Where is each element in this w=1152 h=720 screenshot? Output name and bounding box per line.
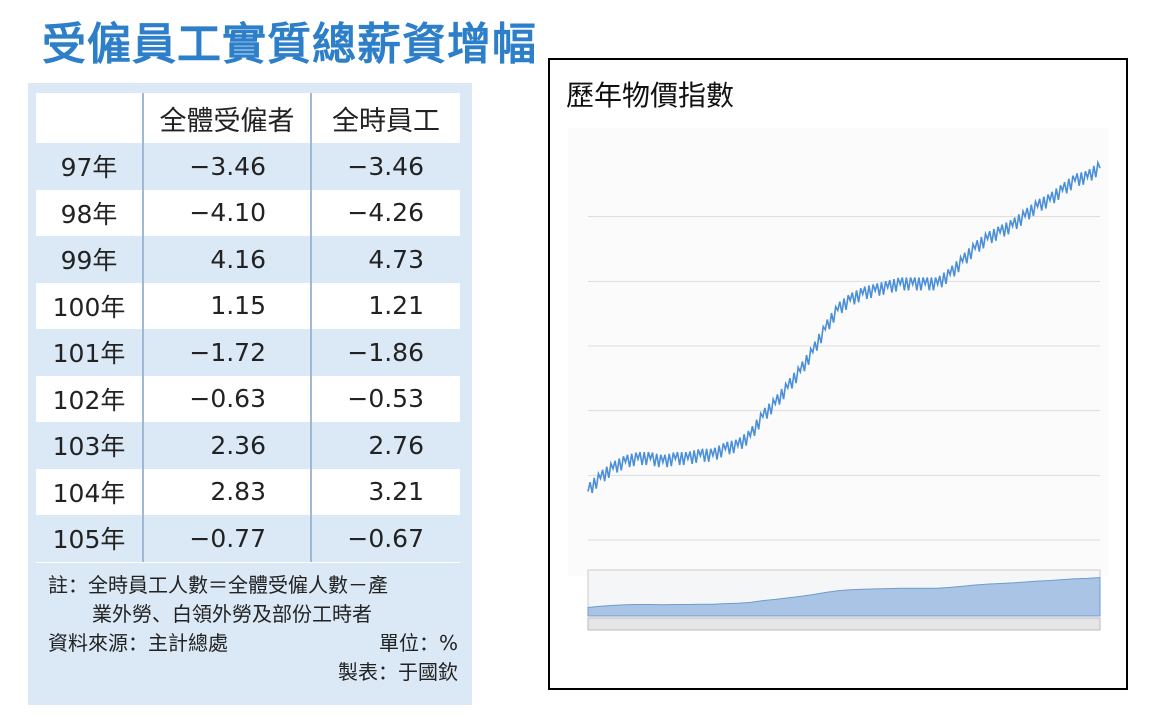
year-cell: 102年 <box>36 375 144 422</box>
year-cell: 101年 <box>36 329 144 376</box>
wage-table: 全體受僱者 全時員工 97年 −3.46 −3.46 98年 −4.10 −4.… <box>36 93 460 562</box>
all-employees-cell: −0.77 <box>143 515 312 562</box>
table-row: 102年 −0.63 −0.53 <box>36 375 460 422</box>
fulltime-cell: −4.26 <box>347 198 424 228</box>
table-row: 103年 2.36 2.76 <box>36 422 460 469</box>
table-row: 104年 2.83 3.21 <box>36 468 460 515</box>
fulltime-cell: −3.46 <box>311 143 460 190</box>
table-header-all-employees: 全體受僱者 <box>143 93 312 143</box>
all-employees-cell: 4.16 <box>143 236 312 283</box>
series-line <box>587 159 1101 494</box>
left-title: 受僱員工實質總薪資增幅 <box>42 19 537 70</box>
fulltime-cell: 1.21 <box>368 291 424 321</box>
all-employees-cell: 1.15 <box>143 282 312 329</box>
table-row: 98年 −4.10 −4.26 <box>36 189 460 236</box>
all-employees-cell: −0.63 <box>143 375 312 422</box>
plot-background <box>568 128 1108 576</box>
note-line-2: 業外勞、白領外勞及部份工時者 <box>92 602 372 626</box>
table-header-row: 全體受僱者 全時員工 <box>36 93 460 143</box>
fulltime-cell: 4.73 <box>311 236 460 283</box>
wage-table-container: 全體受僱者 全時員工 97年 −3.46 −3.46 98年 −4.10 −4.… <box>36 93 460 563</box>
chart-title: 歷年物價指數 <box>566 79 735 112</box>
all-employees-cell: −4.10 <box>143 189 312 236</box>
fulltime-cell: −0.53 <box>347 384 424 414</box>
all-employees-cell: 2.83 <box>143 468 312 515</box>
year-cell: 100年 <box>36 282 144 329</box>
table-header-fulltime: 全時員工 <box>311 93 460 143</box>
table-maker: 製表：于國欽 <box>338 660 458 684</box>
table-row: 97年 −3.46 −3.46 <box>36 143 460 190</box>
all-employees-cell: −1.72 <box>143 329 312 376</box>
year-cell: 97年 <box>36 143 144 190</box>
unit-label: 單位：% <box>378 631 458 655</box>
year-cell: 98年 <box>36 189 144 236</box>
table-notes: 註：全時員工人數＝全體受僱人數－產 業外勞、白領外勞及部份工時者 資料來源：主計… <box>48 571 458 687</box>
data-source: 資料來源：主計總處 <box>48 631 228 655</box>
price-index-chart-frame: 歷年物價指數 <box>548 58 1128 690</box>
fulltime-cell: 2.76 <box>311 422 460 469</box>
year-cell: 99年 <box>36 236 144 283</box>
year-cell: 103年 <box>36 422 144 469</box>
table-header-blank <box>36 93 144 143</box>
table-row: 105年 −0.77 −0.67 <box>36 515 460 562</box>
note-line-1: 註：全時員工人數＝全體受僱人數－產 <box>48 573 388 597</box>
fulltime-cell: 3.21 <box>368 477 424 507</box>
table-row: 100年 1.15 1.21 <box>36 282 460 329</box>
navigator-area <box>587 576 1101 617</box>
price-index-chart <box>568 128 1108 631</box>
source-row: 資料來源：主計總處 單位：% <box>48 629 458 658</box>
year-cell: 105年 <box>36 515 144 562</box>
table-row: 99年 4.16 4.73 <box>36 236 460 283</box>
table-row: 101年 −1.72 −1.86 <box>36 329 460 376</box>
year-cell: 104年 <box>36 468 144 515</box>
wage-table-panel: 全體受僱者 全時員工 97年 −3.46 −3.46 98年 −4.10 −4.… <box>28 83 472 705</box>
all-employees-cell: 2.36 <box>143 422 312 469</box>
all-employees-cell: −3.46 <box>143 143 312 190</box>
fulltime-cell: −0.67 <box>311 515 460 562</box>
navigator-scrollbar <box>587 617 1101 631</box>
fulltime-cell: −1.86 <box>311 329 460 376</box>
